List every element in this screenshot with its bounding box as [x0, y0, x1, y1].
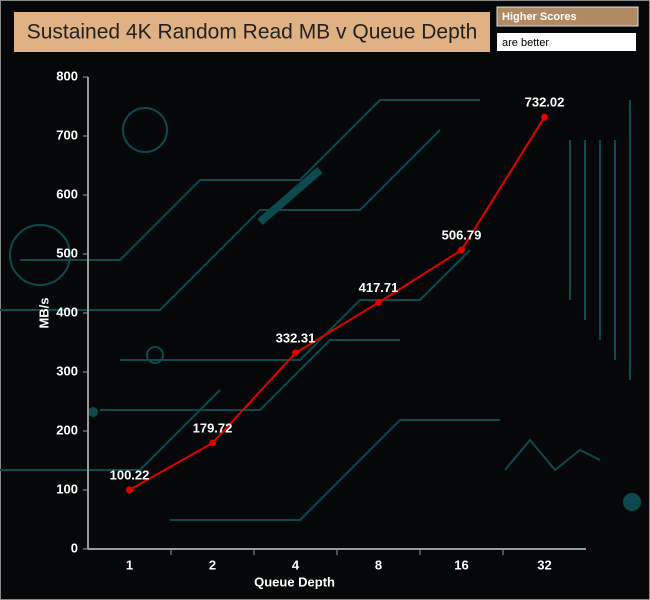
y-tick-label: 500	[56, 245, 78, 260]
y-tick-label: 200	[56, 422, 78, 437]
note-box	[496, 6, 639, 27]
title-box	[14, 12, 490, 52]
y-tick-label: 100	[56, 481, 78, 496]
y-tick-label: 400	[56, 304, 78, 319]
line	[129, 116, 546, 491]
data-label: 732.02	[525, 95, 565, 110]
data-label: 100.22	[110, 467, 150, 482]
point	[209, 439, 216, 447]
point	[292, 349, 299, 357]
y-tick-label: 600	[56, 186, 78, 201]
point	[541, 113, 548, 121]
x-tick-label: 8	[375, 557, 382, 572]
y-tick-label: 700	[56, 127, 78, 142]
y-axis-label: MB/s	[36, 297, 51, 328]
x-axis-label: Queue Depth	[254, 574, 335, 589]
x-tick-label: 1	[126, 557, 133, 572]
point	[126, 486, 133, 494]
x-tick-label: 16	[454, 557, 468, 572]
chart-title: Sustained 4K Random Read MB v Queue Dept…	[27, 21, 478, 44]
point	[458, 246, 465, 254]
data-label: 179.72	[193, 420, 233, 435]
circuit-decoration	[0, 99, 641, 521]
data-label: 332.31	[276, 330, 316, 345]
y-tick-label: 0	[71, 540, 78, 555]
annotation: are better	[502, 37, 549, 49]
x-tick-label: 4	[292, 557, 300, 572]
note-box	[497, 33, 636, 51]
data-label: 417.71	[359, 280, 399, 295]
y-tick-label: 300	[56, 363, 78, 378]
point	[375, 299, 382, 307]
data-label: 506.79	[442, 227, 482, 242]
y-tick-label: 800	[56, 68, 78, 83]
x-tick-label: 2	[209, 557, 216, 572]
annotation: Higher Scores	[502, 11, 577, 23]
x-tick-label: 32	[537, 557, 551, 572]
